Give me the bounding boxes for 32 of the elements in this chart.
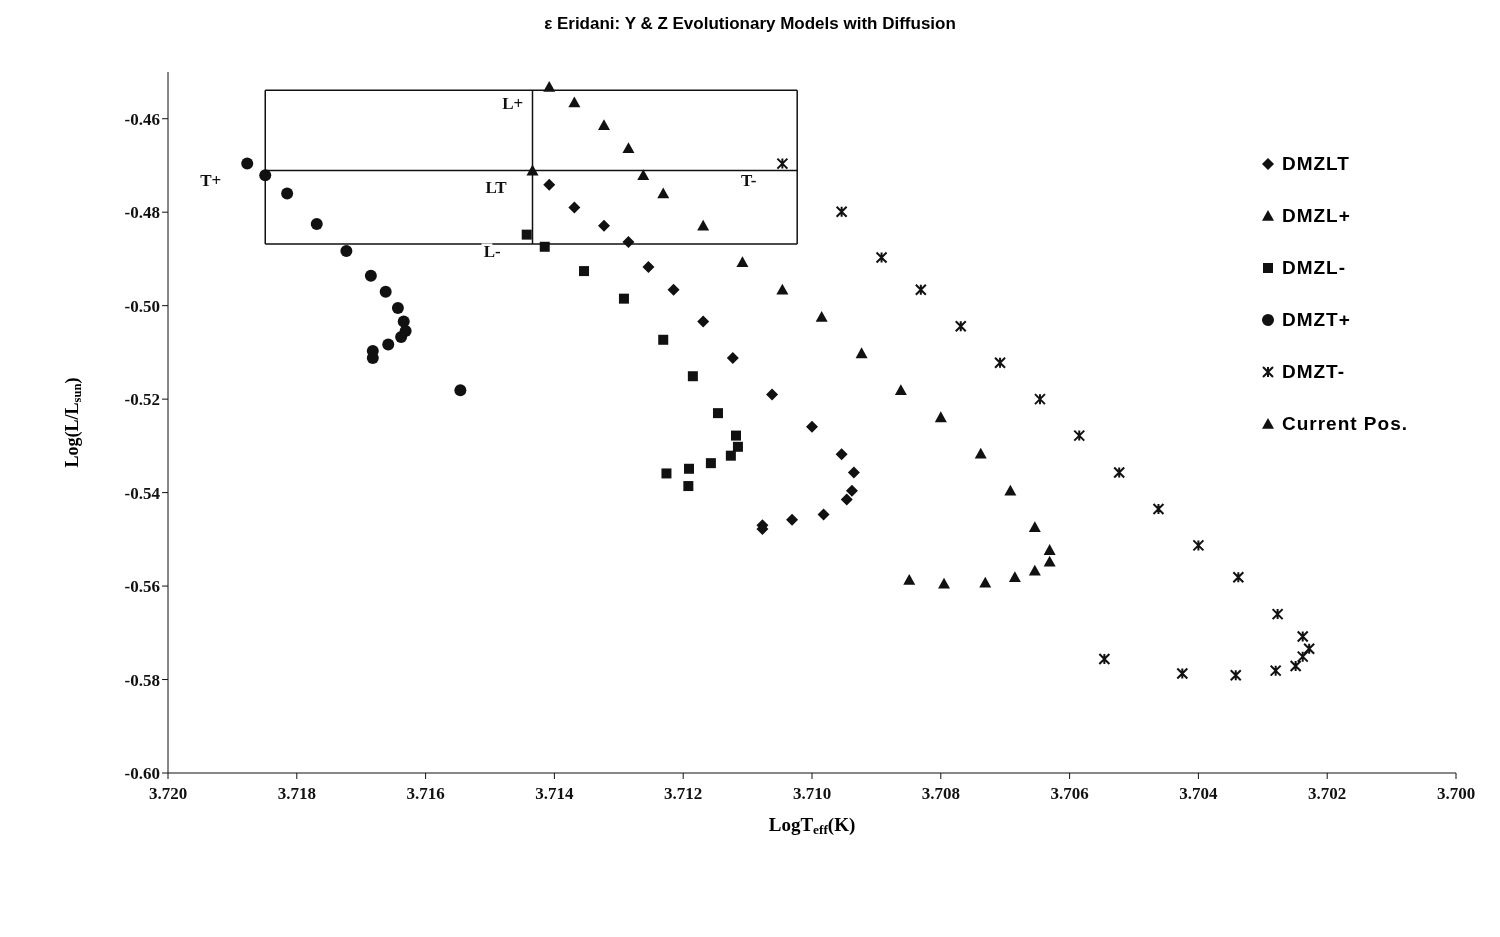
legend-label: Current Pos. bbox=[1281, 413, 1408, 435]
y-tick-label: -0.46 bbox=[124, 109, 160, 129]
x-tick-label: 3.708 bbox=[921, 784, 960, 804]
annotation: T- bbox=[740, 170, 757, 190]
x-tick-label: 3.706 bbox=[1050, 784, 1089, 804]
x-tick-label: 3.718 bbox=[277, 784, 316, 804]
x-tick-label: 3.720 bbox=[148, 784, 188, 804]
y-tick-label: -0.56 bbox=[124, 577, 160, 597]
x-tick-label: 3.716 bbox=[406, 784, 445, 804]
annotation: L+ bbox=[502, 93, 524, 113]
annotation: T+ bbox=[200, 170, 222, 190]
annotation: L- bbox=[483, 241, 502, 261]
y-tick-label: -0.50 bbox=[124, 296, 160, 316]
annotation: LT bbox=[485, 177, 508, 197]
x-tick-label: 3.714 bbox=[535, 784, 575, 804]
legend-label: DMZL- bbox=[1281, 257, 1347, 279]
y-tick-label: -0.58 bbox=[124, 670, 160, 690]
chart-title: ε Eridani: Y & Z Evolutionary Models with Diffusion bbox=[543, 14, 957, 34]
x-tick-label: 3.700 bbox=[1436, 784, 1476, 804]
legend-label: DMZLT bbox=[1281, 153, 1350, 175]
x-axis-title: LogT$_{eff}$(K) bbox=[768, 814, 856, 838]
legend-label: DMZT- bbox=[1281, 361, 1346, 383]
x-tick-label: 3.702 bbox=[1308, 784, 1347, 804]
y-tick-label: -0.52 bbox=[124, 390, 160, 410]
y-tick-label: -0.48 bbox=[124, 203, 160, 223]
y-tick-label: -0.54 bbox=[124, 483, 161, 503]
legend-label: DMZT+ bbox=[1281, 309, 1351, 331]
x-tick-label: 3.704 bbox=[1179, 784, 1219, 804]
x-tick-label: 3.710 bbox=[792, 784, 832, 804]
legend-label: DMZL+ bbox=[1281, 205, 1351, 227]
y-tick-label: -0.60 bbox=[124, 764, 160, 784]
x-tick-label: 3.712 bbox=[664, 784, 703, 804]
